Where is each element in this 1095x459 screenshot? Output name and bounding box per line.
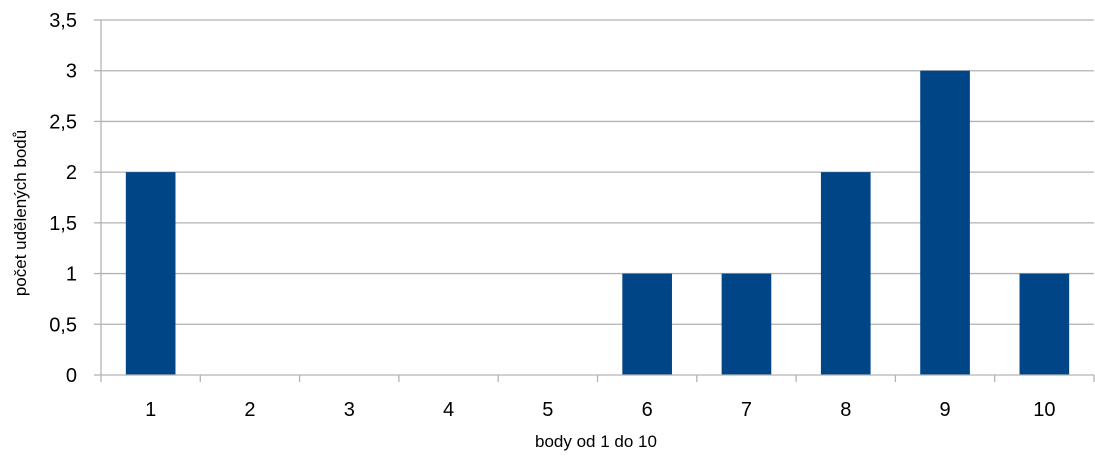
x-tick-label: 5 [542,399,553,421]
y-tick-label: 2,5 [49,111,77,133]
y-tick-label: 1 [66,264,77,286]
x-tick-label: 4 [443,399,454,421]
x-tick-label: 2 [244,399,255,421]
bar-1 [125,172,176,375]
y-tick-label: 0 [66,365,77,387]
y-tick-label: 3,5 [49,10,77,32]
bar-6 [622,273,672,375]
x-tick-labels: 1 2 3 4 5 6 7 8 9 10 [145,399,1055,421]
axes [94,19,1095,382]
x-tick-label: 1 [145,399,156,421]
x-tick-label: 6 [642,399,653,421]
y-tick-label: 2 [66,162,77,184]
bar-8 [820,172,871,375]
x-tick-label: 7 [741,399,752,421]
x-tick-label: 8 [840,399,851,421]
bar-9 [920,70,970,375]
y-tick-label: 3 [66,61,77,83]
y-tick-label: 0,5 [49,314,77,336]
bar-10 [1019,273,1070,375]
y-axis-title: počet udělených bodů [11,130,30,296]
x-tick-label: 9 [939,399,950,421]
bar-7 [721,273,772,375]
y-tick-label: 1,5 [49,213,77,235]
y-tick-labels: 0 0,5 1 1,5 2 2,5 3 3,5 [49,10,77,387]
bars [125,70,1070,375]
gridlines [101,19,1094,325]
x-tick-label: 3 [344,399,355,421]
x-axis-title: body od 1 do 10 [535,432,657,451]
x-tick-label: 10 [1033,399,1055,421]
